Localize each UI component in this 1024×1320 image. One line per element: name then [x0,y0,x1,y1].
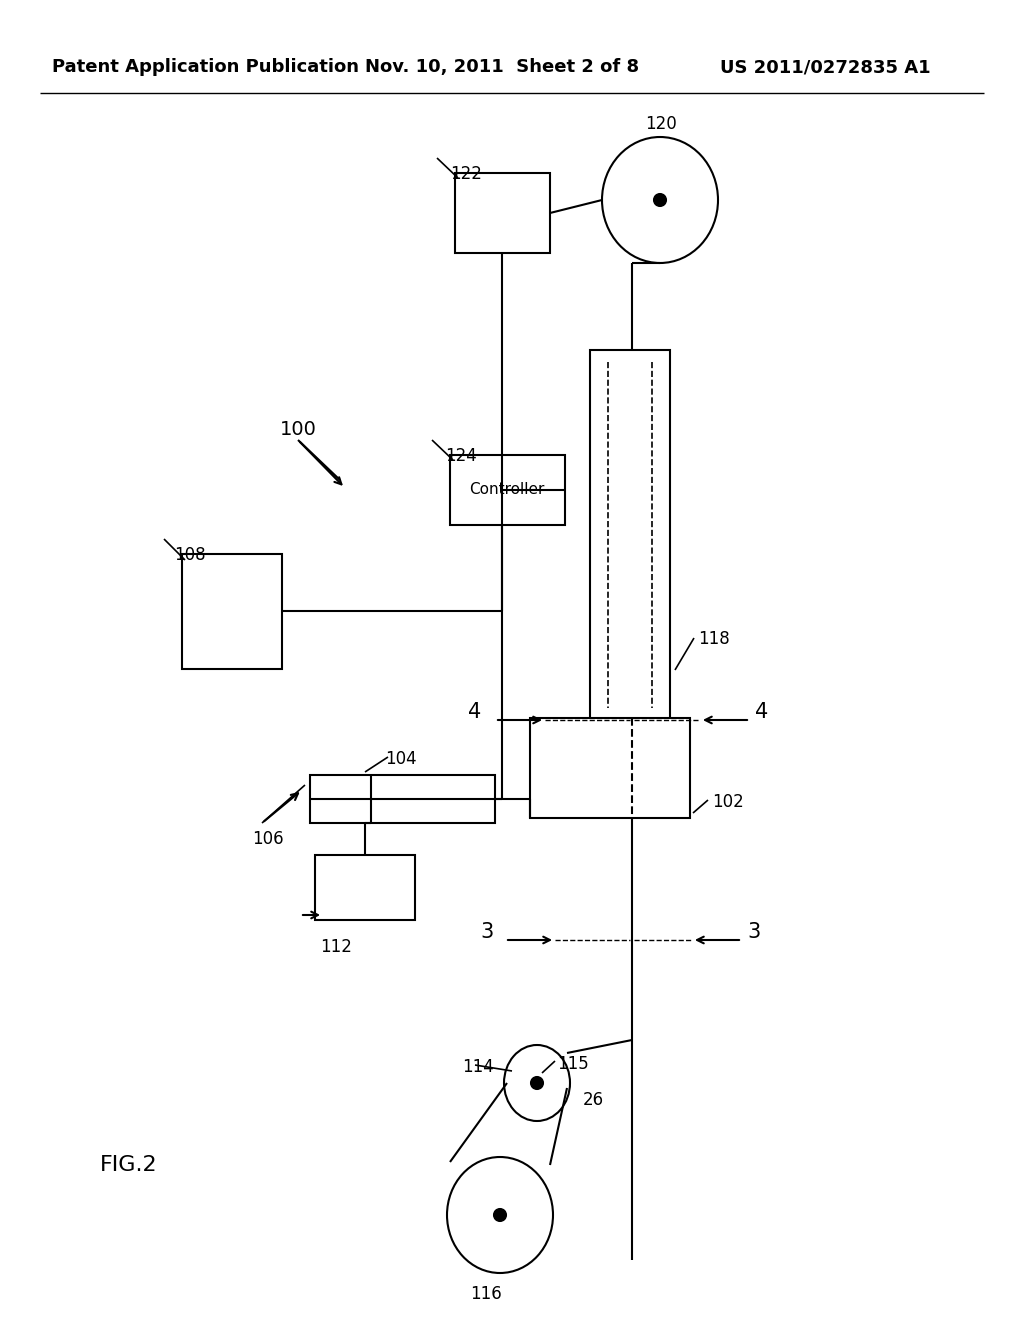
Text: 4: 4 [755,702,768,722]
Text: 104: 104 [385,750,417,768]
Text: 120: 120 [645,115,677,133]
Bar [590,350,670,719]
Text: 118: 118 [698,630,730,648]
Text: 3: 3 [480,921,494,942]
Text: 112: 112 [319,939,352,956]
Text: US 2011/0272835 A1: US 2011/0272835 A1 [720,58,931,77]
Bar [530,718,690,818]
Text: Controller: Controller [469,483,545,498]
Bar [310,775,495,822]
Circle shape [531,1077,543,1089]
Text: 114: 114 [462,1059,494,1076]
Text: 108: 108 [174,546,206,564]
Ellipse shape [447,1158,553,1272]
Bar [315,855,415,920]
Text: 122: 122 [450,165,482,183]
Bar [450,455,565,525]
Text: 115: 115 [557,1055,589,1073]
Text: FIG.2: FIG.2 [100,1155,158,1175]
Text: 102: 102 [712,793,743,810]
Text: 116: 116 [470,1284,502,1303]
Text: 4: 4 [468,702,481,722]
Text: 3: 3 [746,921,760,942]
Text: 124: 124 [445,447,477,465]
Ellipse shape [504,1045,570,1121]
Text: 100: 100 [280,420,316,440]
Circle shape [654,194,666,206]
Text: 26: 26 [583,1092,604,1109]
Text: 106: 106 [252,830,284,847]
Bar [182,554,282,669]
Bar [455,173,550,253]
Ellipse shape [602,137,718,263]
Text: Patent Application Publication: Patent Application Publication [52,58,359,77]
Text: Nov. 10, 2011  Sheet 2 of 8: Nov. 10, 2011 Sheet 2 of 8 [365,58,639,77]
Circle shape [494,1209,506,1221]
